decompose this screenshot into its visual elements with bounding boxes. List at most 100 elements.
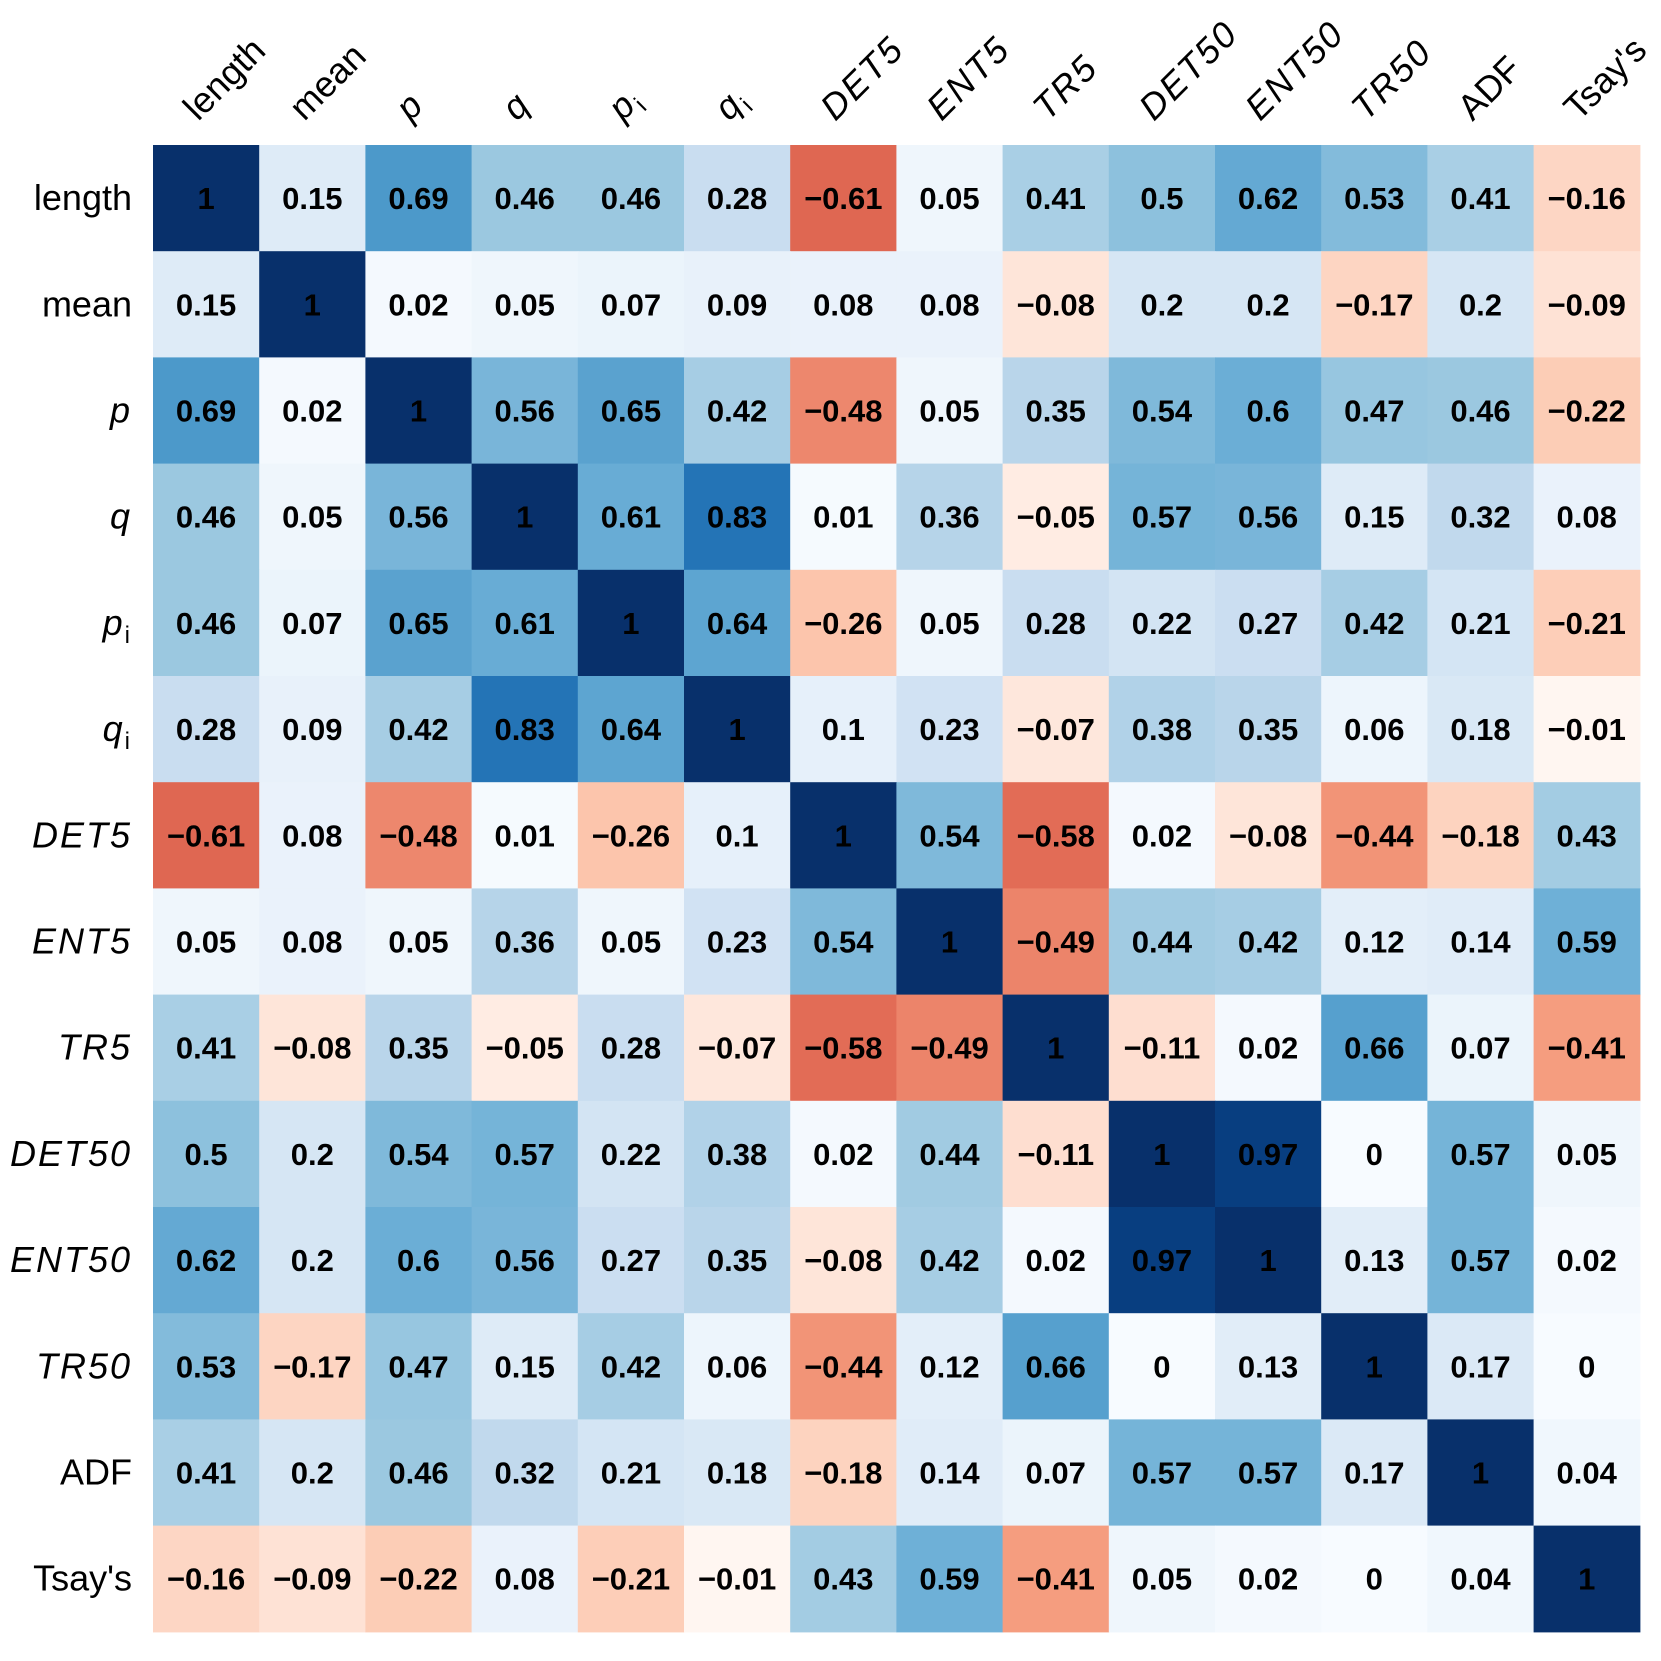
heatmap-value-r7-c2: 0.05 <box>388 925 448 960</box>
heatmap-cell-r1-c9 <box>1108 251 1216 358</box>
heatmap-value-r2-c11: 0.47 <box>1344 394 1404 429</box>
heatmap-value-r11-c5: 0.06 <box>707 1349 767 1384</box>
heatmap-cell-r10-c2 <box>365 1207 473 1314</box>
heatmap-value-r2-c6: −0.48 <box>804 394 882 429</box>
heatmap-cell-r13-c2 <box>365 1525 473 1633</box>
heatmap-value-r7-c3: 0.36 <box>495 925 555 960</box>
row-label-10: ENT50 <box>10 1239 132 1280</box>
heatmap-value-r11-c6: −0.44 <box>804 1349 883 1384</box>
heatmap-value-r7-c4: 0.05 <box>601 925 661 960</box>
heatmap-value-r10-c11: 0.13 <box>1344 1243 1404 1278</box>
heatmap-cell-r8-c5 <box>684 994 791 1102</box>
heatmap-value-r1-c13: −0.09 <box>1547 287 1625 322</box>
heatmap-value-r4-c12: 0.21 <box>1450 606 1510 641</box>
heatmap-value-r12-c11: 0.17 <box>1344 1456 1404 1491</box>
heatmap-cell-r4-c8 <box>1002 569 1110 677</box>
heatmap-cell-r3-c8 <box>1002 463 1110 571</box>
heatmap-value-r8-c5: −0.07 <box>698 1031 776 1066</box>
heatmap-cell-r12-c2 <box>365 1419 473 1527</box>
heatmap-value-r8-c0: 0.41 <box>176 1031 236 1066</box>
heatmap-value-r12-c5: 0.18 <box>707 1456 767 1491</box>
heatmap-cell-r1-c1 <box>259 251 366 358</box>
heatmap-value-r8-c7: −0.49 <box>910 1031 988 1066</box>
heatmap-cell-r1-c11 <box>1321 251 1428 358</box>
heatmap-cell-r0-c3 <box>471 145 579 252</box>
heatmap-value-r0-c4: 0.46 <box>601 181 661 216</box>
column-label-6: DET5 <box>812 28 912 128</box>
heatmap-cell-r2-c9 <box>1108 357 1216 465</box>
heatmap-cell-r8-c12 <box>1427 994 1535 1102</box>
heatmap-value-r13-c6: 0.43 <box>813 1562 873 1597</box>
heatmap-cell-r5-c4 <box>577 676 685 783</box>
heatmap-cell-r12-c4 <box>577 1419 685 1527</box>
row-label-0: length <box>34 177 132 218</box>
heatmap-cell-r9-c4 <box>577 1100 685 1208</box>
heatmap-value-r6-c4: −0.26 <box>592 818 670 853</box>
heatmap-value-r1-c11: −0.17 <box>1335 287 1413 322</box>
heatmap-cell-r5-c12 <box>1427 676 1535 783</box>
heatmap-value-r10-c5: 0.35 <box>707 1243 767 1278</box>
heatmap-value-r13-c10: 0.02 <box>1238 1562 1298 1597</box>
heatmap-value-r11-c10: 0.13 <box>1238 1349 1298 1384</box>
heatmap-value-r5-c4: 0.64 <box>601 712 662 747</box>
heatmap-cell-r11-c9 <box>1108 1313 1216 1420</box>
heatmap-value-r9-c9: 1 <box>1153 1137 1170 1172</box>
heatmap-cell-r0-c5 <box>684 145 791 252</box>
column-labels: length mean p q pi qi DET5 ENT5 TR5 DET50ENT50TR5… <box>175 12 1655 132</box>
heatmap-cell-r3-c6 <box>790 463 897 571</box>
heatmap-cell-r4-c13 <box>1533 569 1641 677</box>
heatmap-value-r2-c12: 0.46 <box>1450 394 1510 429</box>
heatmap-cell-r5-c10 <box>1215 676 1322 783</box>
heatmap-cell-r4-c4 <box>577 569 685 677</box>
heatmap-cell-r10-c10 <box>1215 1207 1322 1314</box>
heatmap-value-r11-c2: 0.47 <box>388 1349 448 1384</box>
heatmap-cell-r8-c1 <box>259 994 366 1102</box>
heatmap-cell-r5-c2 <box>365 676 473 783</box>
heatmap-value-r8-c11: 0.66 <box>1344 1031 1404 1066</box>
heatmap-value-r0-c6: −0.61 <box>804 181 882 216</box>
heatmap-cell-r11-c1 <box>259 1313 366 1420</box>
heatmap-value-r8-c8: 1 <box>1047 1031 1064 1066</box>
heatmap-value-r13-c5: −0.01 <box>698 1562 776 1597</box>
heatmap-value-r4-c3: 0.61 <box>495 606 555 641</box>
heatmap-value-r5-c2: 0.42 <box>388 712 448 747</box>
heatmap-cell-r7-c12 <box>1427 888 1535 996</box>
heatmap-cell-r6-c3 <box>471 782 579 889</box>
column-label-13: Tsay's <box>1555 29 1654 128</box>
heatmap-cell-r10-c13 <box>1533 1207 1641 1314</box>
heatmap-cell-r0-c2 <box>365 145 473 252</box>
heatmap-cell-r12-c6 <box>790 1419 897 1527</box>
heatmap-cell-r6-c6 <box>790 782 897 889</box>
heatmap-cell-r8-c8 <box>1002 994 1110 1102</box>
heatmap-value-r13-c11: 0 <box>1366 1562 1383 1597</box>
column-label-1: mean <box>281 35 374 128</box>
heatmap-cell-r10-c4 <box>577 1207 685 1314</box>
heatmap-value-r2-c0: 0.69 <box>176 394 236 429</box>
heatmap-cell-r0-c13 <box>1533 145 1641 252</box>
heatmap-value-r1-c4: 0.07 <box>601 287 661 322</box>
heatmap-cell-r4-c7 <box>896 569 1004 677</box>
heatmap-value-r3-c2: 0.56 <box>388 500 448 535</box>
heatmap-value-r3-c4: 0.61 <box>601 500 661 535</box>
heatmap-cell-r13-c13 <box>1533 1525 1641 1633</box>
heatmap-value-r4-c2: 0.65 <box>388 606 448 641</box>
heatmap-cell-r13-c1 <box>259 1525 366 1633</box>
heatmap-value-r2-c2: 1 <box>410 394 427 429</box>
heatmap-cell-r7-c1 <box>259 888 366 996</box>
heatmap-value-r7-c6: 0.54 <box>813 925 874 960</box>
heatmap-value-r2-c5: 0.42 <box>707 394 767 429</box>
heatmap-cell-r13-c10 <box>1215 1525 1322 1633</box>
heatmap-value-r1-c10: 0.2 <box>1247 287 1290 322</box>
heatmap-cell-r13-c4 <box>577 1525 685 1633</box>
heatmap-value-r8-c1: −0.08 <box>273 1031 351 1066</box>
column-label-5: qi <box>706 78 760 132</box>
heatmap-value-r10-c9: 0.97 <box>1132 1243 1192 1278</box>
heatmap-value-r2-c13: −0.22 <box>1547 394 1625 429</box>
row-label-8: TR5 <box>58 1027 132 1068</box>
heatmap-value-r9-c3: 0.57 <box>495 1137 555 1172</box>
heatmap-cell-r0-c0 <box>153 145 260 252</box>
heatmap-cell-r7-c13 <box>1533 888 1641 996</box>
heatmap-cell-r4-c10 <box>1215 569 1322 677</box>
heatmap-value-r4-c7: 0.05 <box>919 606 979 641</box>
heatmap-value-r9-c13: 0.05 <box>1557 1137 1617 1172</box>
